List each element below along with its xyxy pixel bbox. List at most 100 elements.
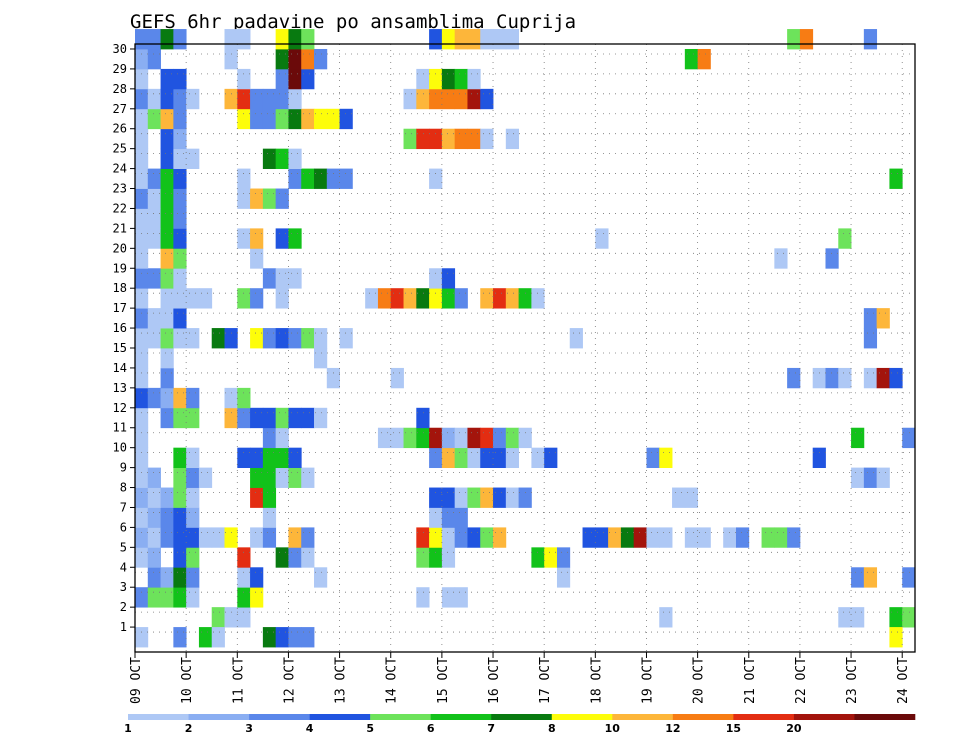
heatmap-cell bbox=[441, 427, 456, 449]
heatmap-cells bbox=[135, 29, 916, 648]
heatmap-cell bbox=[147, 108, 161, 130]
heatmap-cell bbox=[262, 268, 277, 289]
heatmap-cell bbox=[186, 148, 200, 169]
heatmap-cell bbox=[518, 427, 532, 449]
heatmap-cell bbox=[147, 527, 161, 548]
heatmap-cell bbox=[237, 68, 251, 90]
heatmap-cell bbox=[275, 328, 289, 349]
y-tick-label: 1 bbox=[120, 620, 127, 634]
heatmap-cell bbox=[531, 447, 545, 469]
heatmap-cell bbox=[314, 168, 328, 189]
heatmap-cell bbox=[902, 427, 916, 449]
y-tick-label: 10 bbox=[113, 441, 127, 455]
heatmap-cell bbox=[390, 427, 404, 449]
x-tick-label: 09 OCT bbox=[129, 657, 144, 704]
heatmap-cell bbox=[160, 527, 174, 548]
y-tick-label: 13 bbox=[113, 381, 127, 395]
heatmap-cell bbox=[467, 68, 481, 90]
heatmap-cell bbox=[186, 387, 200, 409]
heatmap-cell bbox=[416, 68, 430, 90]
heatmap-cell bbox=[493, 427, 507, 449]
legend-label: 7 bbox=[487, 722, 495, 735]
heatmap-cell bbox=[262, 148, 277, 169]
heatmap-cell bbox=[135, 507, 149, 528]
heatmap-cell bbox=[377, 427, 392, 449]
heatmap-cell bbox=[147, 48, 161, 70]
heatmap-cell bbox=[198, 627, 213, 648]
heatmap-cell bbox=[314, 567, 328, 588]
heatmap-cell bbox=[262, 467, 277, 488]
heatmap-cell bbox=[275, 288, 289, 309]
heatmap-cell bbox=[480, 128, 494, 150]
heatmap-cell bbox=[288, 68, 302, 90]
heatmap-cell bbox=[186, 328, 200, 349]
heatmap-cell bbox=[237, 547, 251, 568]
x-tick-label: 17 OCT bbox=[538, 657, 553, 704]
heatmap-cell bbox=[135, 108, 149, 130]
heatmap-cell bbox=[173, 288, 187, 309]
heatmap-cell bbox=[186, 527, 200, 548]
heatmap-cell bbox=[339, 328, 353, 349]
heatmap-cell bbox=[224, 328, 238, 349]
legend-swatch bbox=[249, 714, 310, 720]
heatmap-cell bbox=[493, 29, 507, 50]
y-tick-label: 2 bbox=[120, 600, 127, 614]
heatmap-cell bbox=[288, 467, 302, 488]
heatmap-cell bbox=[531, 288, 545, 309]
heatmap-cell bbox=[403, 288, 417, 309]
heatmap-cell bbox=[250, 248, 264, 269]
heatmap-cell bbox=[147, 268, 161, 289]
x-tick-label: 15 OCT bbox=[436, 657, 451, 704]
heatmap-cell bbox=[250, 88, 264, 110]
heatmap-cell bbox=[160, 587, 174, 608]
heatmap-cell bbox=[160, 487, 174, 508]
heatmap-cell bbox=[301, 527, 315, 548]
y-tick-label: 11 bbox=[113, 421, 127, 435]
heatmap-cell bbox=[237, 387, 251, 409]
heatmap-cell bbox=[301, 29, 315, 50]
y-tick-label: 3 bbox=[120, 580, 127, 594]
y-tick-label: 22 bbox=[113, 201, 127, 215]
heatmap-cell bbox=[147, 487, 161, 508]
heatmap-cell bbox=[582, 527, 596, 548]
heatmap-cell bbox=[135, 587, 149, 608]
heatmap-cell bbox=[262, 328, 277, 349]
heatmap-cell bbox=[774, 248, 788, 269]
heatmap-cell bbox=[390, 367, 404, 389]
heatmap-cell bbox=[173, 188, 187, 209]
heatmap-cell bbox=[135, 627, 149, 648]
heatmap-cell bbox=[429, 527, 443, 548]
heatmap-cell bbox=[889, 627, 903, 648]
heatmap-cell bbox=[799, 29, 814, 50]
heatmap-cell bbox=[518, 288, 532, 309]
heatmap-cell bbox=[173, 447, 187, 469]
heatmap-cell bbox=[262, 487, 277, 508]
heatmap-cell bbox=[301, 627, 315, 648]
heatmap-cell bbox=[429, 427, 443, 449]
heatmap-cell bbox=[250, 407, 264, 429]
heatmap-cell bbox=[173, 268, 187, 289]
heatmap-cell bbox=[441, 487, 456, 508]
heatmap-cell bbox=[237, 168, 251, 189]
heatmap-cell bbox=[147, 507, 161, 528]
heatmap-cell bbox=[441, 288, 456, 309]
heatmap-cell bbox=[454, 288, 468, 309]
heatmap-cell bbox=[135, 188, 149, 209]
legend-label: 15 bbox=[726, 722, 741, 735]
heatmap-cell bbox=[237, 447, 251, 469]
legend-swatch bbox=[672, 714, 734, 720]
heatmap-cell bbox=[237, 29, 251, 50]
heatmap-cell bbox=[288, 168, 302, 189]
heatmap-cell bbox=[365, 288, 379, 309]
heatmap-cell bbox=[237, 88, 251, 110]
heatmap-cell bbox=[902, 607, 916, 628]
heatmap-cell bbox=[135, 487, 149, 508]
x-tick-label: 21 OCT bbox=[743, 657, 758, 704]
heatmap-cell bbox=[429, 447, 443, 469]
heatmap-cell bbox=[262, 427, 277, 449]
heatmap-cell bbox=[237, 567, 251, 588]
heatmap-cell bbox=[237, 407, 251, 429]
heatmap-cell bbox=[173, 128, 187, 150]
legend-label: 4 bbox=[306, 722, 314, 735]
